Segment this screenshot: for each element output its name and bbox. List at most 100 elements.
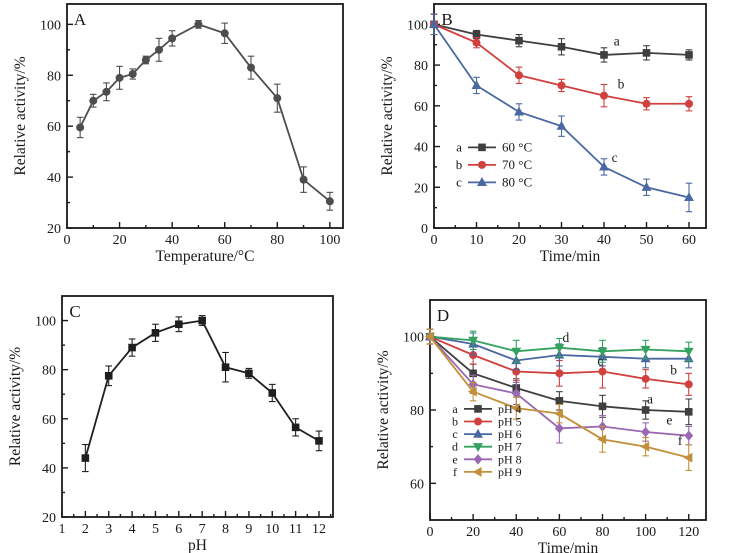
- curve-label-b: b: [618, 77, 625, 92]
- data-point-marker: [554, 408, 563, 419]
- data-point-marker: [424, 331, 434, 342]
- x-tick-label: 60: [682, 233, 696, 248]
- legend-label: pH 7: [498, 440, 522, 454]
- data-point-marker: [597, 434, 607, 445]
- y-tick-label: 80: [410, 404, 424, 419]
- data-point-marker: [220, 29, 229, 38]
- x-tick-label: 80: [596, 525, 610, 540]
- data-point-marker: [128, 343, 136, 352]
- x-tick-label: 0: [64, 233, 71, 248]
- x-tick-label: 120: [678, 525, 699, 540]
- data-point-marker: [641, 406, 650, 414]
- data-point-marker: [141, 56, 150, 64]
- x-tick-label: 20: [512, 233, 526, 248]
- series-line-relative-activity-vs-pH: [84, 319, 320, 459]
- data-point-marker: [510, 403, 520, 414]
- data-point-marker: [685, 51, 693, 59]
- x-tick-label: 30: [555, 233, 569, 248]
- data-point-marker: [81, 454, 90, 462]
- curve-label-f: f: [678, 433, 683, 448]
- legend-letter: d: [452, 440, 458, 454]
- legend: a pH 4 b pH 5 c pH 6 d pH 7 e pH 8 f pH 9: [452, 402, 522, 479]
- y-tick-label: 100: [40, 18, 61, 33]
- x-tick-label: 40: [597, 233, 611, 248]
- data-point-marker: [514, 106, 524, 116]
- data-point-marker: [151, 329, 160, 337]
- x-tick-label: 20: [113, 233, 127, 248]
- y-tick-label: 40: [47, 171, 61, 186]
- data-point-marker: [175, 320, 183, 329]
- y-axis-label: Relative activity/%: [379, 56, 396, 175]
- data-point-marker: [515, 71, 523, 80]
- y-axis-label: Relative activity/%: [7, 347, 24, 466]
- data-point-marker: [478, 160, 486, 169]
- data-point-marker: [478, 143, 486, 152]
- data-point-marker: [600, 51, 608, 59]
- data-point-marker: [245, 369, 253, 378]
- legend-label: pH 4: [498, 402, 522, 416]
- chart-svg-B: 0 10 20 30 40 50 60 0 20 40 60 80 100 Time/min Relativ…: [379, 3, 707, 265]
- panel-letter-C: C: [69, 302, 80, 321]
- data-point-marker: [473, 443, 483, 453]
- x-tick-label: 40: [165, 233, 179, 248]
- data-point-marker: [221, 363, 230, 372]
- legend-label: pH 9: [498, 465, 522, 479]
- data-point-marker: [515, 36, 523, 45]
- chart-svg-A: 0 20 40 60 80 10020406080100Temperature/°CRel…: [12, 3, 344, 265]
- y-tick-label: 40: [414, 141, 428, 156]
- data-point-marker: [600, 91, 608, 100]
- x-axis-label: Temperature/°C: [156, 248, 255, 265]
- data-point-marker: [685, 99, 693, 108]
- x-tick-label: 8: [222, 522, 229, 537]
- x-tick-label: 6: [175, 522, 182, 537]
- y-tick-label: 0: [421, 222, 428, 237]
- data-point-marker: [467, 386, 477, 397]
- y-axis-label: Relative activity/%: [12, 56, 29, 175]
- data-point-marker: [598, 367, 607, 376]
- y-tick-label: 100: [407, 18, 428, 33]
- y-tick-label: 80: [42, 364, 56, 379]
- chart-panel-D: 0 20 40 60 80 100 120 60 80 100 Time/min Relative a…: [366, 275, 733, 553]
- axes-frame: [433, 3, 707, 229]
- legend-label: pH 6: [498, 427, 522, 441]
- data-point-marker: [641, 426, 651, 438]
- data-point-marker: [468, 336, 479, 346]
- data-point-marker: [76, 123, 85, 132]
- curve-label-a: a: [647, 391, 653, 406]
- legend-label: pH 5: [498, 415, 522, 429]
- data-point-marker: [557, 42, 566, 51]
- chart-panel-B: 0 10 20 30 40 50 60 0 20 40 60 80 100 Time/min Relativ…: [366, 0, 733, 275]
- panel-letter-D: D: [437, 306, 449, 325]
- data-point-marker: [683, 452, 693, 463]
- data-point-marker: [291, 423, 300, 432]
- data-point-marker: [299, 175, 308, 184]
- x-axis-label: pH: [188, 537, 207, 553]
- y-tick-label: 80: [414, 59, 428, 74]
- x-tick-label: 10: [470, 233, 484, 248]
- legend: a 60 °C b 70 °C c 80 °C: [456, 139, 532, 189]
- y-tick-label: 100: [403, 331, 424, 346]
- x-tick-label: 3: [105, 522, 112, 537]
- panel-letter-B: B: [441, 10, 452, 29]
- data-point-marker: [104, 372, 113, 380]
- y-tick-label: 60: [414, 100, 428, 115]
- x-tick-label: 80: [270, 233, 284, 248]
- data-point-marker: [684, 380, 693, 389]
- data-point-marker: [683, 347, 694, 357]
- curve-label-e: e: [666, 413, 672, 428]
- data-point-marker: [557, 81, 566, 90]
- y-tick-label: 60: [42, 413, 56, 428]
- data-point-marker: [598, 402, 607, 411]
- y-tick-label: 20: [414, 181, 428, 196]
- legend-letter: e: [452, 452, 457, 466]
- x-tick-label: 60: [218, 233, 232, 248]
- data-point-marker: [474, 405, 482, 413]
- panel-letter-A: A: [74, 10, 87, 29]
- x-tick-label: 100: [319, 233, 340, 248]
- axes-frame: [66, 3, 344, 229]
- x-tick-label: 100: [635, 525, 656, 540]
- x-tick-label: 5: [152, 522, 159, 537]
- legend-label: 80 °C: [502, 174, 532, 189]
- series-line-relative-activity-vs-temperature: [79, 23, 331, 202]
